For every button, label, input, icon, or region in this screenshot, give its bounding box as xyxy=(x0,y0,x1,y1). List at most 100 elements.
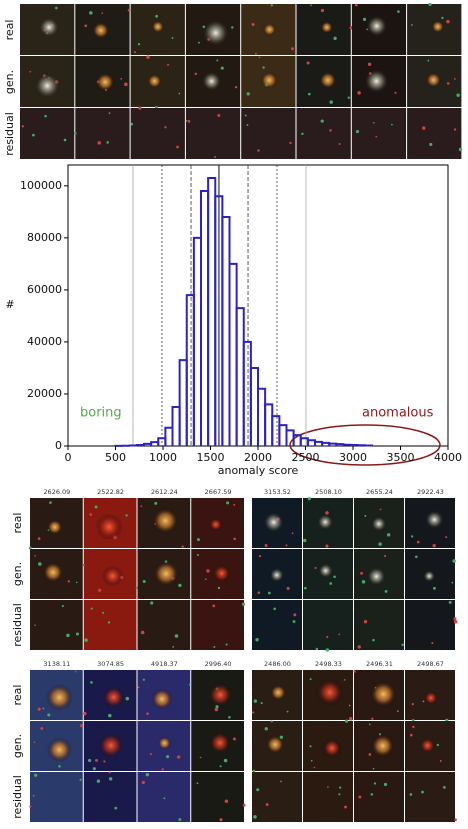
image-tile xyxy=(252,600,302,650)
star xyxy=(242,803,246,807)
star xyxy=(66,633,70,638)
image-tile xyxy=(191,600,244,650)
star xyxy=(409,793,413,796)
star xyxy=(375,135,378,138)
galaxy xyxy=(424,509,445,530)
star xyxy=(329,582,333,585)
star xyxy=(63,138,67,142)
star xyxy=(310,759,313,762)
star xyxy=(75,581,78,584)
histogram-bin xyxy=(221,216,231,446)
row-label: gen. xyxy=(11,562,24,586)
star xyxy=(264,544,268,547)
score-label: 2508.10 xyxy=(315,488,342,496)
histogram-bin xyxy=(128,444,138,447)
y-tick-label: 60000 xyxy=(27,283,62,296)
star xyxy=(178,818,182,821)
star xyxy=(286,710,289,713)
histogram-bin xyxy=(164,426,174,446)
star xyxy=(140,505,143,508)
star xyxy=(362,17,367,21)
star xyxy=(135,586,138,589)
histogram-bin xyxy=(363,444,373,447)
star xyxy=(21,125,24,128)
star xyxy=(348,704,351,707)
star xyxy=(67,580,71,583)
star xyxy=(89,11,93,15)
y-tick-label: 100000 xyxy=(20,179,62,192)
star xyxy=(244,114,247,117)
star xyxy=(270,720,273,723)
star xyxy=(37,707,41,711)
star xyxy=(82,563,85,567)
star xyxy=(220,66,224,70)
star xyxy=(431,641,434,645)
star xyxy=(130,122,134,126)
star xyxy=(439,759,442,762)
star xyxy=(309,678,312,681)
star xyxy=(267,591,271,595)
star xyxy=(98,588,102,592)
star xyxy=(44,114,47,118)
star xyxy=(270,4,273,7)
star xyxy=(384,554,387,558)
star xyxy=(280,780,282,783)
histogram-bin xyxy=(242,340,252,446)
galaxy xyxy=(423,569,436,583)
histogram-bin xyxy=(278,424,288,446)
star xyxy=(257,149,260,152)
score-label: 2667.59 xyxy=(205,488,232,496)
star xyxy=(358,795,362,799)
y-tick-label: 80000 xyxy=(27,231,62,244)
star xyxy=(338,633,341,636)
star xyxy=(415,555,418,559)
image-tile xyxy=(296,108,351,159)
galaxy xyxy=(157,736,172,750)
star xyxy=(258,555,262,558)
star xyxy=(370,793,374,796)
star xyxy=(363,620,368,624)
galaxy xyxy=(147,73,163,89)
galaxy xyxy=(151,688,173,710)
star xyxy=(315,647,319,651)
star xyxy=(422,700,425,703)
galaxy xyxy=(370,515,387,532)
star xyxy=(448,600,452,604)
star xyxy=(161,768,164,771)
star xyxy=(187,120,191,123)
star xyxy=(452,559,456,563)
galaxy xyxy=(419,737,436,754)
star xyxy=(258,56,261,59)
image-tile xyxy=(30,772,83,822)
x-tick-label: 3500 xyxy=(387,451,415,464)
star xyxy=(320,119,324,123)
star xyxy=(106,141,110,144)
image-tile xyxy=(191,772,244,822)
galaxy xyxy=(46,737,72,763)
star xyxy=(454,818,457,822)
star xyxy=(412,725,415,729)
row-label: residual xyxy=(3,112,16,156)
star xyxy=(255,52,257,55)
image-tile xyxy=(20,108,75,159)
galaxy xyxy=(366,566,387,587)
star xyxy=(397,10,400,13)
star xyxy=(140,630,145,635)
star xyxy=(213,645,216,648)
row-label: gen. xyxy=(11,734,24,758)
star xyxy=(232,737,236,741)
star xyxy=(364,514,367,517)
galaxy xyxy=(95,72,115,92)
star xyxy=(422,126,426,130)
star xyxy=(251,22,255,26)
star xyxy=(133,51,137,54)
galaxy xyxy=(363,68,390,94)
star xyxy=(456,93,460,97)
star xyxy=(108,713,112,718)
galaxy xyxy=(317,563,334,579)
galaxy xyxy=(102,686,125,709)
score-label: 2522.82 xyxy=(97,488,124,496)
histogram-bin xyxy=(299,437,309,446)
star xyxy=(391,123,393,126)
